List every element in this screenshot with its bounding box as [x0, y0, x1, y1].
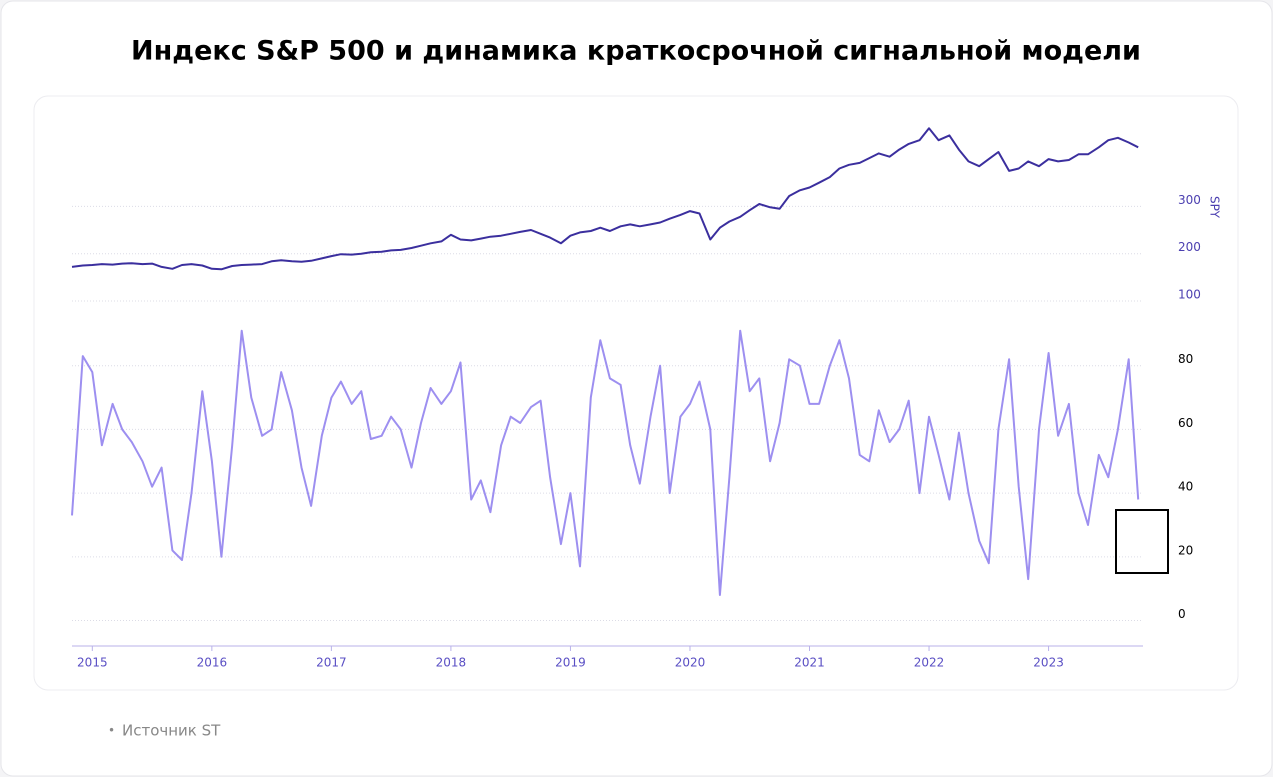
- highlight-box: [1115, 509, 1169, 574]
- x-tick-label: 2022: [914, 656, 945, 670]
- x-tick-label: 2015: [77, 656, 108, 670]
- x-tick-label: 2020: [675, 656, 706, 670]
- chart-title: Индекс S&P 500 и динамика краткосрочной …: [131, 36, 1141, 67]
- source-note: Источник ST: [122, 722, 221, 740]
- bullet: •: [108, 724, 115, 738]
- x-tick-label: 2019: [555, 656, 586, 670]
- y-tick-label: 40: [1178, 480, 1193, 494]
- line: [71, 329, 1140, 596]
- y-tick-label: 80: [1178, 352, 1193, 366]
- y-axis-label: SPY: [1208, 196, 1222, 219]
- y-tick-label: 200: [1178, 240, 1201, 254]
- plot-panel: [33, 95, 1239, 691]
- y-tick-label: 100: [1178, 288, 1201, 302]
- x-tick-label: 2018: [436, 656, 467, 670]
- y-tick-label: 60: [1178, 416, 1193, 430]
- y-tick-label: 300: [1178, 193, 1201, 207]
- y-tick-label: 0: [1178, 607, 1186, 621]
- x-tick-label: 2016: [197, 656, 228, 670]
- line: [71, 127, 1139, 271]
- x-tick-label: 2017: [316, 656, 347, 670]
- x-tick-label: 2021: [794, 656, 825, 670]
- y-tick-label: 20: [1178, 543, 1193, 557]
- x-tick-label: 2023: [1033, 656, 1064, 670]
